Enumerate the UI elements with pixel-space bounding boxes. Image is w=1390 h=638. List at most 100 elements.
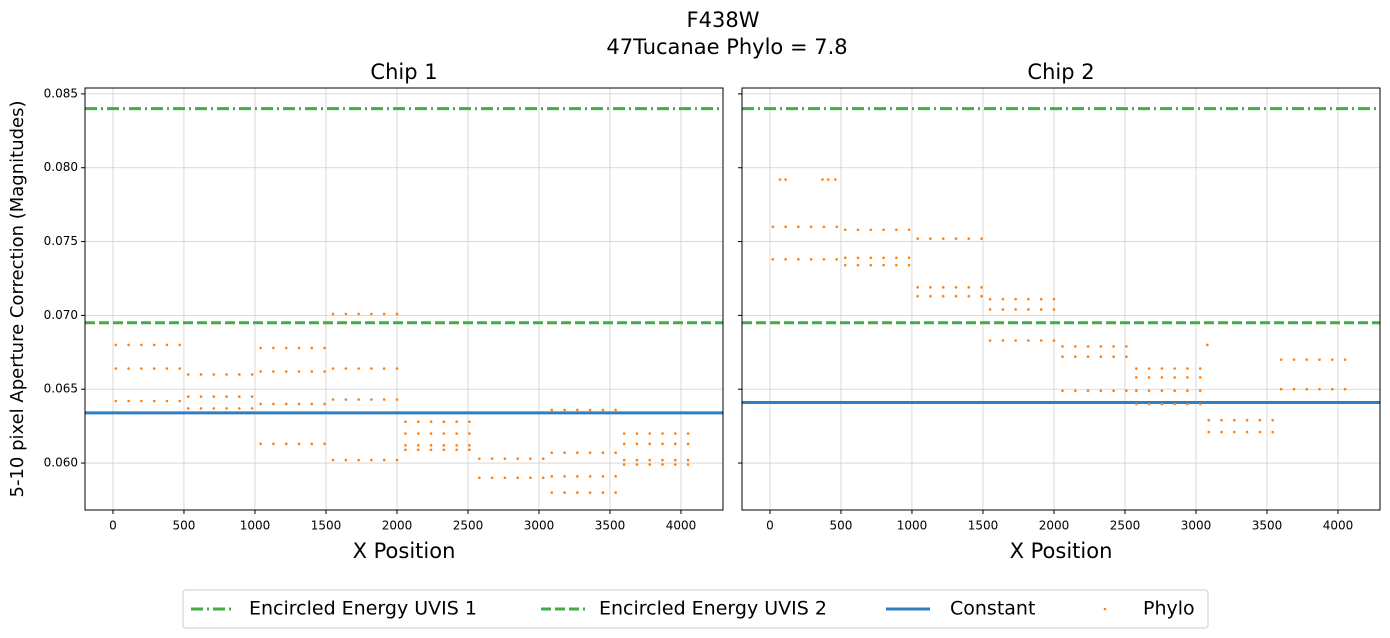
point	[468, 432, 471, 435]
point	[1343, 358, 1347, 361]
point	[622, 432, 626, 435]
point	[344, 312, 348, 316]
point	[478, 476, 481, 480]
point	[1027, 308, 1030, 311]
point	[331, 458, 335, 462]
point	[967, 237, 971, 240]
point	[601, 491, 605, 494]
legend-label: Phylo	[1143, 598, 1195, 620]
point	[1086, 345, 1090, 348]
y-tick-label: 0.070	[44, 308, 78, 322]
point	[114, 343, 118, 347]
point	[468, 444, 471, 447]
x-tick-label: 2500	[453, 519, 484, 533]
point	[563, 451, 566, 455]
point	[127, 367, 130, 370]
point	[323, 402, 326, 406]
point	[588, 475, 592, 478]
point	[1258, 430, 1262, 434]
point	[503, 457, 507, 460]
axes-frame	[84, 87, 724, 511]
point	[648, 432, 652, 435]
point	[404, 448, 407, 452]
x-tick-label: 4000	[1323, 519, 1354, 533]
point	[468, 448, 471, 452]
point	[1173, 367, 1176, 370]
point	[856, 263, 860, 267]
point	[673, 432, 677, 435]
point	[1147, 367, 1151, 370]
point	[1052, 297, 1056, 301]
point	[550, 491, 554, 494]
point	[1220, 418, 1223, 422]
point	[686, 463, 690, 466]
point	[1086, 355, 1090, 359]
point	[588, 408, 592, 412]
point	[212, 373, 216, 376]
point	[1292, 387, 1296, 391]
point	[1001, 339, 1005, 342]
point	[284, 346, 288, 350]
point	[635, 458, 639, 462]
point	[1135, 367, 1138, 370]
point	[382, 367, 386, 370]
point	[778, 178, 782, 181]
point	[310, 370, 314, 373]
point	[1014, 297, 1017, 301]
x-tick-label: 1000	[897, 519, 928, 533]
point	[550, 475, 554, 478]
point	[1173, 376, 1176, 379]
x-tick-label: 2000	[1039, 519, 1070, 533]
point	[404, 444, 407, 447]
x-tick-label: 1500	[968, 519, 999, 533]
point	[1198, 402, 1202, 406]
point	[1135, 389, 1138, 392]
point	[614, 451, 617, 455]
point	[1039, 308, 1043, 311]
point	[395, 367, 399, 370]
point	[357, 312, 360, 316]
point	[588, 451, 592, 455]
point	[272, 346, 275, 350]
point	[429, 420, 433, 424]
point	[416, 420, 420, 424]
point	[1186, 389, 1189, 392]
point	[673, 442, 677, 446]
point	[1173, 402, 1176, 406]
point	[1305, 387, 1309, 391]
point	[541, 476, 545, 480]
point	[1207, 430, 1211, 434]
point	[442, 444, 446, 447]
point	[503, 476, 507, 480]
x-tick-label: 3000	[1181, 519, 1212, 533]
x-tick-label: 2000	[382, 519, 413, 533]
point	[907, 263, 911, 267]
point	[186, 373, 190, 376]
point	[259, 402, 262, 406]
point	[1014, 308, 1017, 311]
point	[1052, 308, 1056, 311]
point	[1271, 430, 1274, 434]
point	[635, 442, 639, 446]
point	[178, 367, 182, 370]
point	[869, 256, 873, 260]
point	[550, 451, 554, 455]
legend-label: Constant	[950, 598, 1035, 620]
point	[225, 373, 228, 376]
point	[1292, 358, 1296, 361]
point	[563, 491, 566, 494]
point	[1099, 355, 1103, 359]
point	[1186, 376, 1189, 379]
point	[635, 432, 639, 435]
point	[809, 257, 813, 261]
point	[272, 370, 275, 373]
point	[1233, 418, 1236, 422]
point	[1027, 339, 1030, 342]
point	[1330, 358, 1334, 361]
point	[1147, 402, 1151, 406]
point	[661, 432, 664, 435]
point	[1343, 387, 1347, 391]
point	[1206, 343, 1209, 347]
legend-label: Encircled Energy UVIS 2	[599, 598, 827, 620]
point	[895, 256, 898, 260]
